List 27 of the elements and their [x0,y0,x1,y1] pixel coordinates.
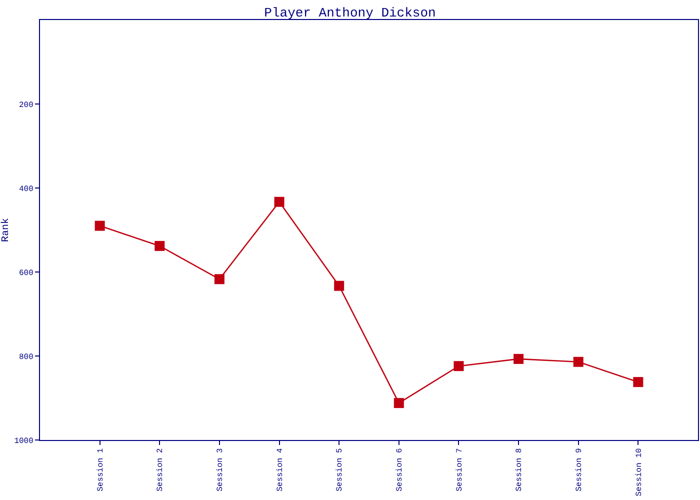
point [633,377,644,388]
point [334,280,344,291]
point [573,356,584,367]
x-tick-label: Session 5 [336,448,345,492]
point [154,240,165,251]
x-tick-label: Session 2 [156,448,166,492]
x-tick-label: Session 8 [515,448,524,492]
y-tick-label: 200 [18,100,34,110]
x-tick-label: Session 3 [216,448,226,492]
y-tick-label: 1000 [14,436,34,446]
chart-title: Player Anthony Dickson [264,6,436,21]
x-tick-label: Session 1 [96,448,106,492]
x-tick-label: Session 6 [396,448,405,492]
point [394,398,404,408]
x-tick-label: Session 9 [574,448,584,492]
point [214,274,224,284]
y-tick-label: 400 [18,184,34,194]
y-tick-label: 800 [18,352,34,362]
x-tick-label: Session 7 [455,448,464,492]
point [514,354,524,364]
y-tick-label: 600 [18,268,34,278]
x-tick-label: Session 10 [634,448,644,496]
point [94,220,105,231]
y-axis-title: Rank [0,218,12,242]
point [274,196,284,207]
x-tick-label: Session 4 [276,448,285,492]
point [454,361,464,372]
